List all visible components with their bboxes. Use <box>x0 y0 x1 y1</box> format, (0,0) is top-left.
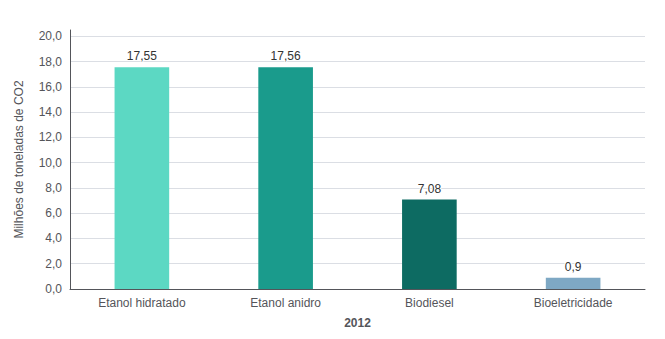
svg-text:Etanol hidratado: Etanol hidratado <box>98 296 186 310</box>
svg-text:Bioeletricidade: Bioeletricidade <box>534 296 613 310</box>
svg-text:Milhões de toneladas de CO2: Milhões de toneladas de CO2 <box>12 80 26 238</box>
svg-text:10,0: 10,0 <box>39 156 63 170</box>
svg-text:0,0: 0,0 <box>45 282 62 296</box>
svg-text:4,0: 4,0 <box>45 231 62 245</box>
svg-text:2,0: 2,0 <box>45 257 62 271</box>
svg-text:6,0: 6,0 <box>45 206 62 220</box>
svg-text:Biodiesel: Biodiesel <box>405 296 454 310</box>
svg-text:14,0: 14,0 <box>39 105 63 119</box>
svg-text:20,0: 20,0 <box>39 29 63 43</box>
svg-text:2012: 2012 <box>344 316 371 330</box>
svg-text:12,0: 12,0 <box>39 130 63 144</box>
svg-text:16,0: 16,0 <box>39 80 63 94</box>
svg-text:17,56: 17,56 <box>271 49 301 63</box>
svg-text:8,0: 8,0 <box>45 181 62 195</box>
svg-text:17,55: 17,55 <box>127 49 157 63</box>
svg-text:0,9: 0,9 <box>565 260 582 274</box>
svg-text:18,0: 18,0 <box>39 55 63 69</box>
svg-text:7,08: 7,08 <box>418 182 442 196</box>
svg-text:Etanol anidro: Etanol anidro <box>250 296 321 310</box>
